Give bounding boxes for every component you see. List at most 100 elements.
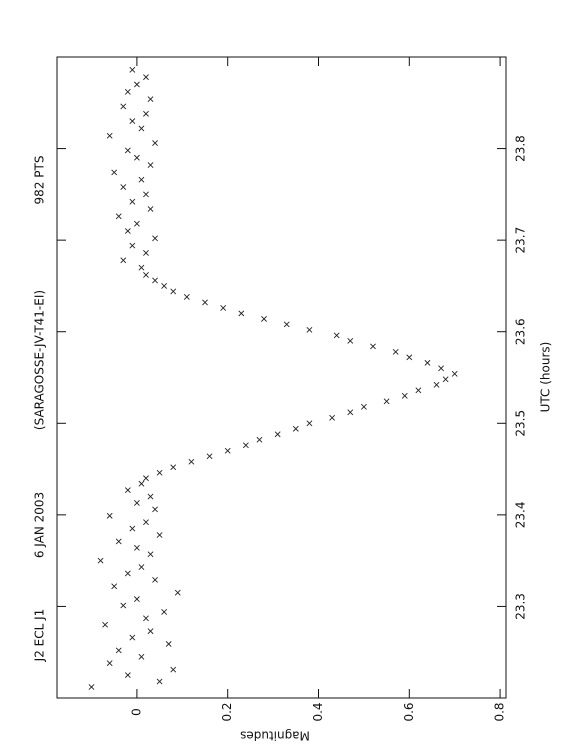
data-point — [138, 125, 145, 132]
data-point — [97, 557, 104, 564]
data-point — [133, 154, 140, 161]
marker-stroke — [97, 557, 104, 564]
marker-stroke — [138, 653, 145, 660]
marker-stroke — [220, 304, 227, 311]
data-point — [143, 250, 149, 256]
data-point — [124, 487, 131, 494]
marker-stroke — [329, 414, 336, 421]
data-point — [161, 609, 168, 615]
plot-frame — [56, 56, 507, 699]
data-point — [143, 74, 149, 81]
data-point — [133, 500, 140, 506]
data-point — [170, 464, 177, 471]
data-point — [138, 264, 145, 271]
data-point — [261, 315, 267, 322]
data-point — [147, 206, 154, 212]
data-point — [156, 532, 163, 538]
chart-title: J2 ECL J1 — [33, 609, 47, 663]
marker-stroke — [129, 525, 136, 532]
data-point — [438, 365, 444, 372]
marker-stroke — [133, 500, 140, 506]
data-point — [238, 310, 245, 317]
data-point — [138, 176, 145, 183]
marker-stroke — [143, 110, 149, 117]
marker-stroke — [401, 392, 408, 399]
data-point — [138, 480, 145, 487]
marker-stroke — [143, 250, 149, 256]
data-point — [392, 348, 399, 355]
marker-stroke — [138, 264, 145, 271]
x-tick-label: 23.8 — [514, 135, 528, 162]
data-point — [106, 512, 113, 519]
marker-stroke — [156, 678, 163, 685]
data-point — [115, 538, 122, 545]
data-point — [383, 398, 390, 405]
data-point — [170, 666, 177, 673]
data-point — [120, 184, 127, 190]
data-point — [102, 621, 109, 628]
data-point — [347, 409, 354, 416]
data-point — [133, 220, 140, 227]
marker-stroke — [333, 332, 340, 339]
data-point — [202, 299, 208, 306]
data-point — [106, 132, 113, 139]
data-point — [370, 343, 376, 350]
data-point — [156, 678, 163, 685]
data-point — [129, 118, 136, 125]
x-tick-label: 23.4 — [514, 501, 528, 528]
marker-stroke — [147, 551, 154, 558]
marker-stroke — [143, 74, 149, 81]
marker-stroke — [102, 621, 109, 628]
marker-stroke — [238, 310, 245, 317]
data-point — [224, 447, 231, 454]
data-point — [147, 96, 154, 103]
y-tick-label: 0 — [129, 708, 143, 716]
data-point — [360, 403, 367, 410]
marker-stroke — [106, 512, 113, 519]
marker-stroke — [133, 596, 140, 603]
data-point — [88, 684, 95, 690]
data-point — [333, 332, 340, 339]
marker-stroke — [120, 602, 127, 609]
marker-stroke — [261, 315, 267, 322]
data-point — [161, 283, 168, 289]
data-point — [138, 564, 145, 570]
marker-stroke — [188, 458, 195, 465]
marker-stroke — [174, 589, 181, 596]
x-tick-label: 23.3 — [514, 593, 528, 620]
data-point — [152, 576, 158, 583]
data-point — [274, 431, 281, 438]
marker-stroke — [165, 641, 172, 647]
annotation: 982 PTS — [33, 156, 47, 205]
data-point — [143, 272, 149, 278]
data-point — [347, 337, 354, 344]
data-point — [242, 442, 249, 449]
data-point — [152, 140, 158, 146]
data-point — [124, 88, 131, 95]
data-point — [306, 326, 313, 333]
data-point — [143, 110, 149, 117]
data-point — [152, 235, 158, 242]
annotation: 6 JAN 2003 — [33, 492, 47, 558]
x-tick-label: 23.7 — [514, 227, 528, 254]
marker-stroke — [138, 480, 145, 487]
marker-stroke — [138, 564, 145, 570]
y-tick-label: 0.2 — [220, 702, 234, 721]
marker-stroke — [202, 299, 208, 306]
y-tick-label: 0.8 — [493, 702, 507, 721]
data-point — [220, 304, 227, 311]
marker-stroke — [347, 337, 354, 344]
data-point — [147, 628, 154, 635]
marker-stroke — [306, 420, 313, 427]
data-point — [424, 359, 431, 366]
y-tick-label: 0.6 — [402, 702, 416, 721]
marker-stroke — [156, 469, 163, 476]
data-point — [183, 293, 190, 300]
marker-stroke — [143, 615, 149, 622]
marker-stroke — [124, 88, 131, 95]
data-point — [147, 493, 154, 500]
marker-stroke — [133, 220, 140, 227]
marker-stroke — [111, 583, 118, 590]
marker-stroke — [161, 609, 168, 615]
